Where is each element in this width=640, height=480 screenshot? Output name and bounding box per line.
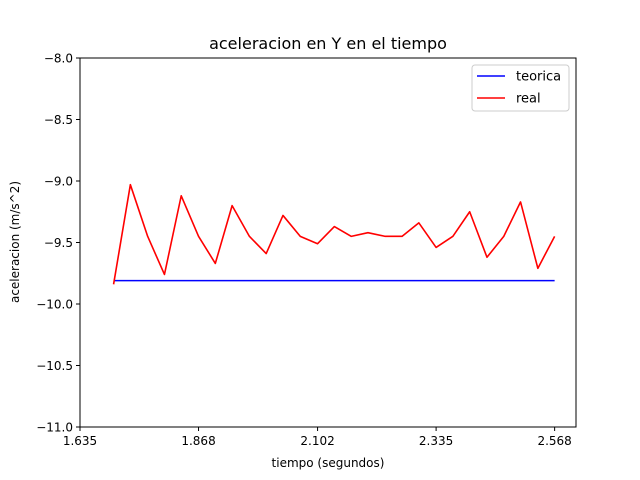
legend-label-real: real bbox=[516, 92, 541, 107]
x-tick-label: 2.568 bbox=[537, 434, 571, 448]
chart-title: aceleracion en Y en el tiempo bbox=[209, 34, 447, 53]
y-tick-label: −11.0 bbox=[36, 421, 73, 435]
series-layer bbox=[112, 183, 556, 285]
series-line-real bbox=[112, 183, 556, 285]
x-tick-label: 2.335 bbox=[419, 434, 453, 448]
y-tick-label: −8.0 bbox=[44, 52, 73, 66]
x-tick-label: 1.635 bbox=[63, 434, 97, 448]
y-tick-label: −8.5 bbox=[44, 113, 73, 127]
x-axis-label: tiempo (segundos) bbox=[272, 456, 385, 470]
x-tick-label: 2.102 bbox=[300, 434, 334, 448]
x-axis-ticks: 1.635 1.868 2.102 2.335 2.568 bbox=[63, 427, 572, 448]
y-axis-ticks: −8.0 −8.5 −9.0 −9.5 −10.0 −10.5 −11.0 bbox=[36, 52, 80, 435]
legend: teorica real bbox=[471, 64, 570, 112]
y-tick-label: −9.0 bbox=[44, 175, 73, 189]
x-tick-label: 1.868 bbox=[181, 434, 215, 448]
y-tick-label: −9.5 bbox=[44, 236, 73, 250]
y-tick-label: −10.5 bbox=[36, 359, 73, 373]
y-tick-label: −10.0 bbox=[36, 298, 73, 312]
y-axis-label: aceleracion (m/s^2) bbox=[8, 181, 22, 303]
legend-label-teorica: teorica bbox=[516, 70, 561, 85]
